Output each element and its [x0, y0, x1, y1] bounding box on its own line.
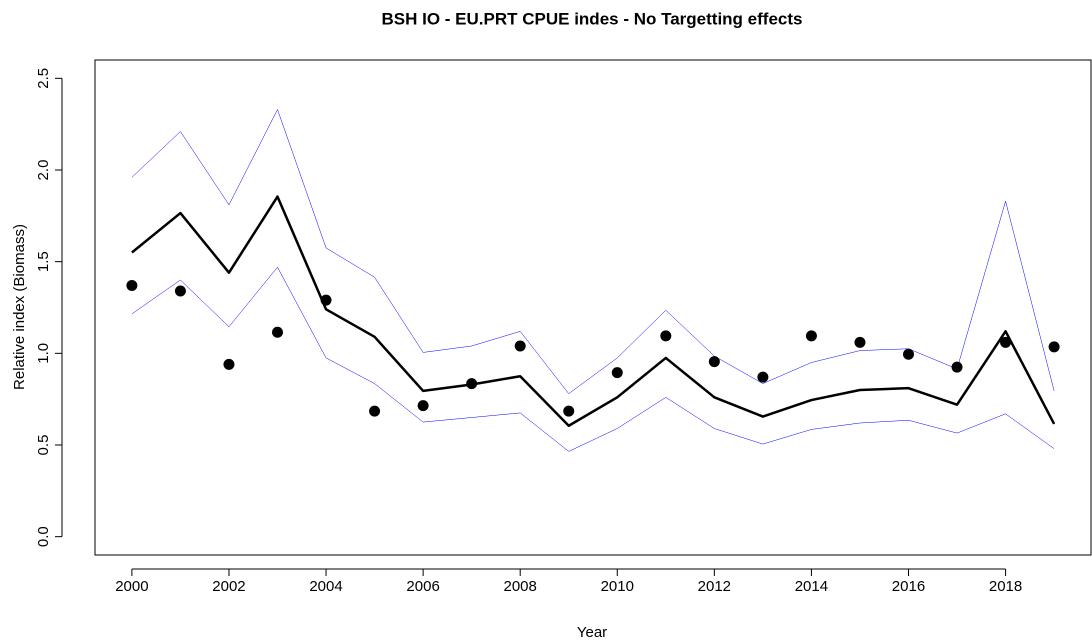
- data-point: [417, 400, 429, 412]
- y-tick-label: 2.0: [35, 160, 52, 181]
- x-axis-label: Year: [577, 624, 607, 641]
- data-point: [466, 378, 478, 390]
- x-tick-label: 2002: [212, 578, 245, 595]
- data-point: [708, 356, 720, 368]
- y-axis-label: Relative index (Biomass): [11, 224, 28, 390]
- data-point: [174, 285, 186, 297]
- x-tick-label: 2018: [989, 578, 1022, 595]
- x-tick-label: 2010: [601, 578, 634, 595]
- data-point: [902, 348, 914, 360]
- data-point: [854, 336, 866, 348]
- data-point: [805, 330, 817, 342]
- data-point: [514, 340, 526, 352]
- x-tick-label: 2008: [504, 578, 537, 595]
- data-point: [1048, 341, 1060, 353]
- y-tick-label: 0.5: [35, 435, 52, 456]
- data-point: [320, 294, 332, 306]
- y-tick-label: 0.0: [35, 526, 52, 547]
- data-point: [1000, 336, 1012, 348]
- data-point: [660, 330, 672, 342]
- data-point: [223, 358, 235, 370]
- x-tick-label: 2016: [892, 578, 925, 595]
- data-point: [563, 405, 575, 417]
- x-tick-label: 2006: [406, 578, 439, 595]
- x-tick-label: 2000: [115, 578, 148, 595]
- x-tick-label: 2014: [795, 578, 828, 595]
- series-line: [131, 195, 1056, 427]
- plot-box: [94, 59, 1092, 556]
- data-point: [951, 361, 963, 373]
- data-point: [757, 371, 769, 383]
- data-point: [272, 326, 284, 338]
- series-line: [131, 266, 1055, 452]
- series-line: [131, 109, 1055, 394]
- x-tick-label: 2004: [309, 578, 342, 595]
- data-point: [611, 367, 623, 379]
- chart-title: BSH IO - EU.PRT CPUE indes - No Targetti…: [382, 9, 803, 28]
- y-tick-label: 1.0: [35, 343, 52, 364]
- data-point: [126, 280, 138, 291]
- x-tick-label: 2012: [698, 578, 731, 595]
- y-tick-label: 1.5: [35, 251, 52, 272]
- data-point: [369, 405, 381, 417]
- y-tick-label: 2.5: [35, 68, 52, 89]
